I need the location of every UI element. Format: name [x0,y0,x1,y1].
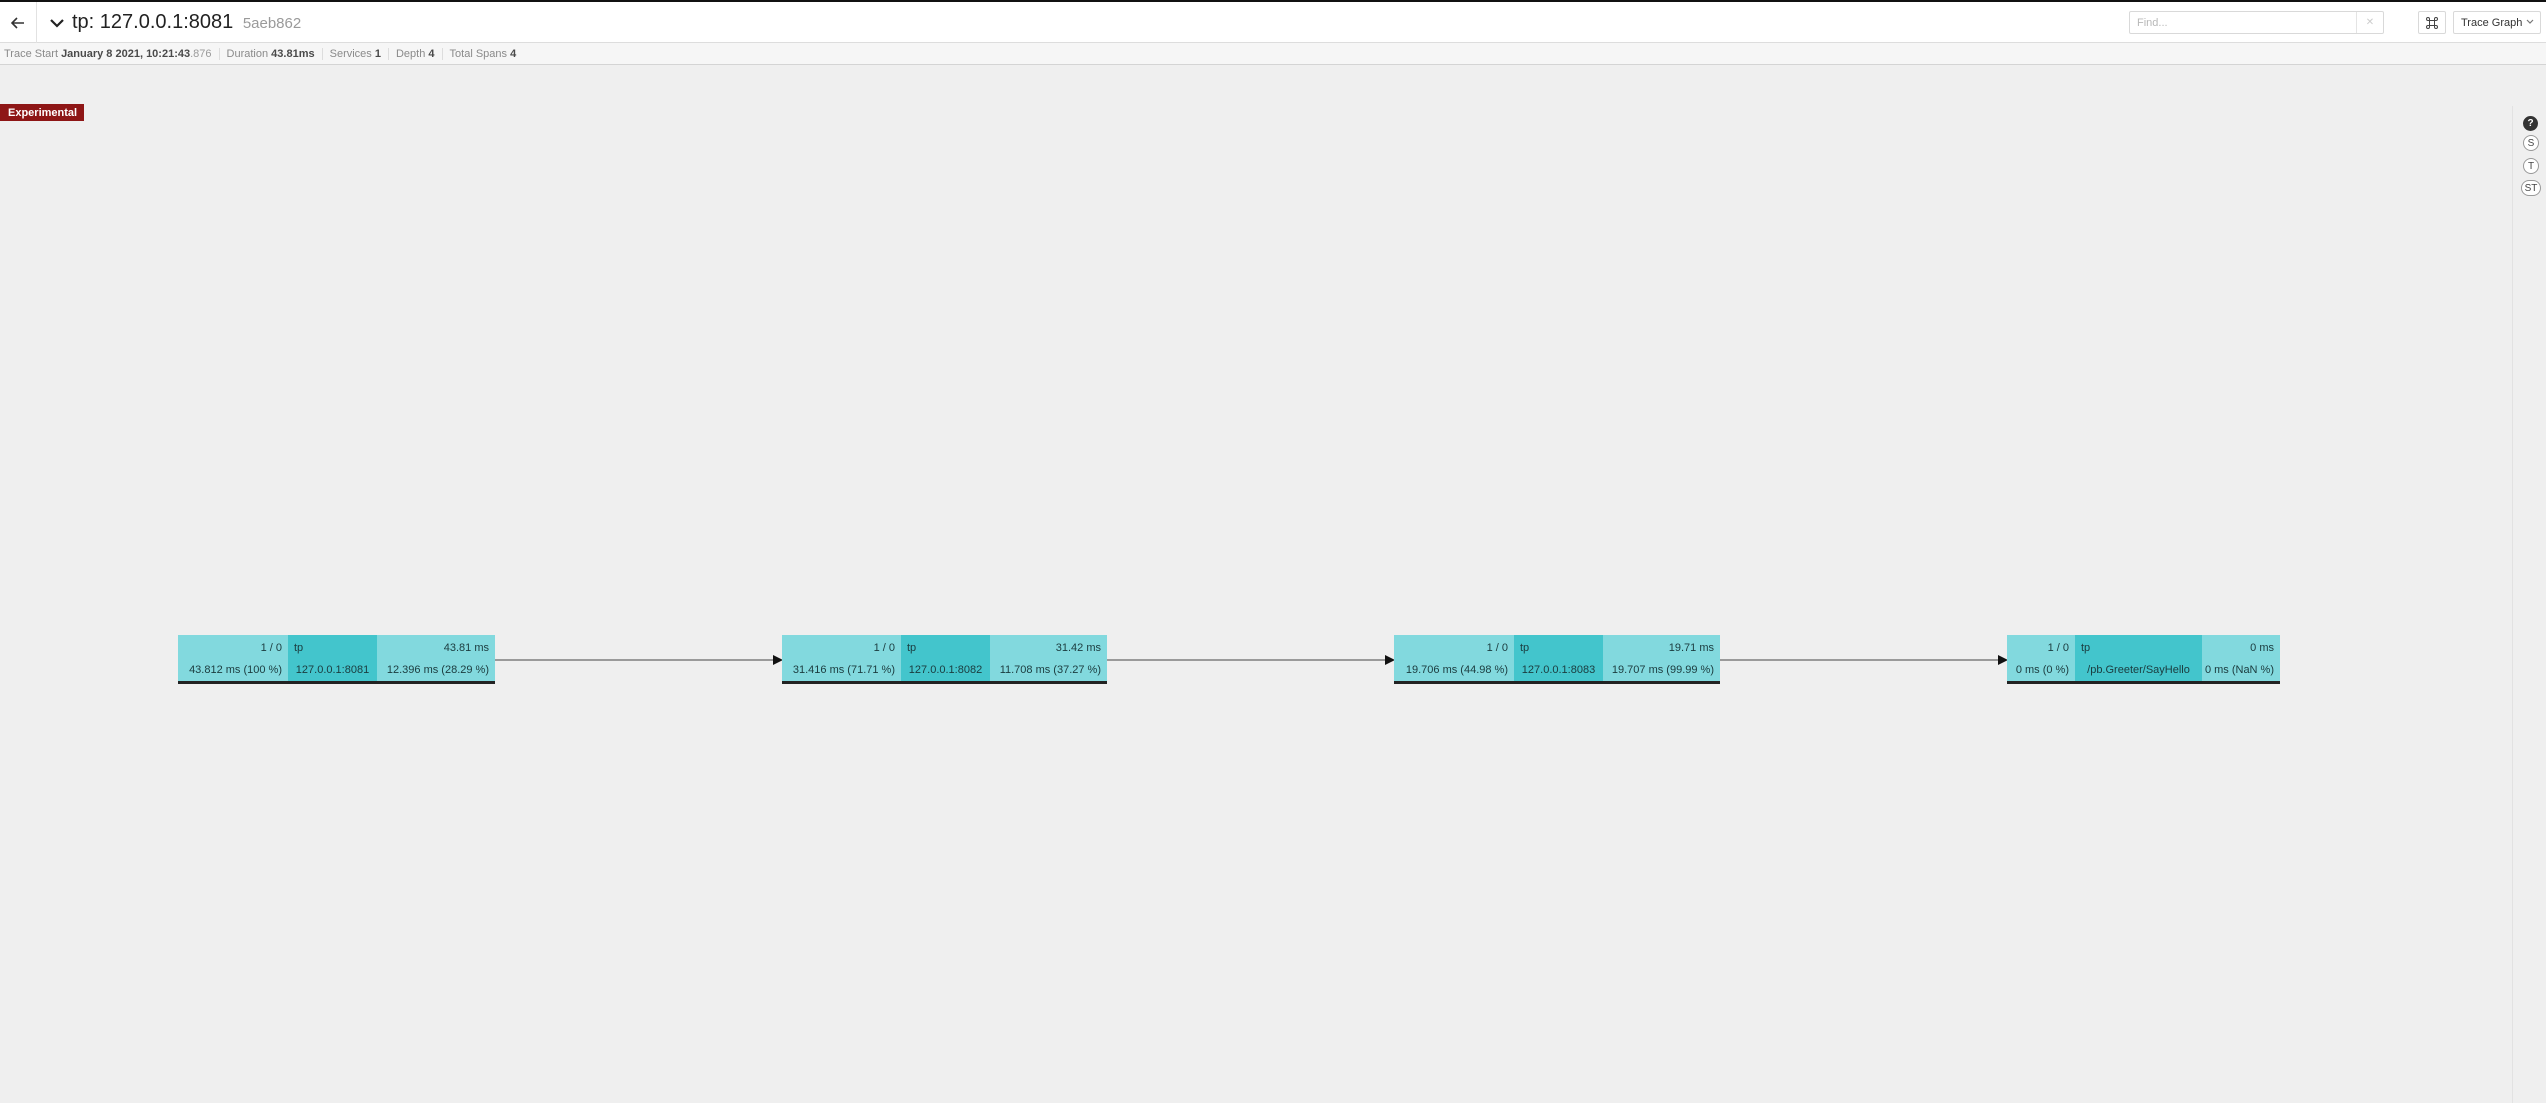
top-border [0,0,2546,2]
page-title: tp: 127.0.0.1:8081 5aeb862 [72,11,301,34]
total-spans-value: 4 [510,47,517,60]
node-child-time: 0 ms (NaN %) [2204,664,2274,676]
depth-value: 4 [428,47,435,60]
graph-controls: ? S T ST [2512,106,2546,1103]
mode-time-button[interactable]: T [2523,158,2539,174]
trace-summary: Trace Start January 8 2021, 10:21:43.876… [0,43,2546,65]
node-time-cell: 0 ms 0 ms (NaN %) [2202,635,2280,681]
node-service-cell: tp 127.0.0.1:8083 [1514,635,1603,681]
chevron-down-icon[interactable] [48,14,66,32]
mode-service-button[interactable]: S [2523,135,2539,151]
node-time-cell: 31.42 ms 11.708 ms (37.27 %) [990,635,1107,681]
graph-node[interactable]: 1 / 0 43.812 ms (100 %) tp 127.0.0.1:808… [178,635,495,684]
node-time-cell: 19.71 ms 19.707 ms (99.99 %) [1603,635,1720,681]
total-spans: Total Spans 4 [450,48,524,60]
total-spans-label: Total Spans [449,47,508,60]
graph-node[interactable]: 1 / 0 0 ms (0 %) tp /pb.Greeter/SayHello… [2007,635,2280,684]
services-label: Services [329,47,372,60]
node-service: tp [907,642,917,654]
depth: Depth 4 [395,47,443,60]
trace-id: 5aeb862 [242,15,302,32]
chevron-down-icon [2526,19,2534,24]
node-count: 1 / 0 [2047,642,2069,654]
node-service-cell: tp /pb.Greeter/SayHello [2075,635,2202,681]
help-icon[interactable]: ? [2523,116,2538,131]
node-stats-cell: 1 / 0 43.812 ms (100 %) [178,635,288,681]
find-box: ✕ [2129,11,2384,34]
node-total-time: 0 ms [2250,642,2274,654]
keyboard-shortcuts-button[interactable] [2418,11,2446,34]
node-self-time: 0 ms (0 %) [2015,664,2069,676]
duration: Duration 43.81ms [226,47,323,60]
node-total-time: 31.42 ms [1055,642,1101,654]
trace-start-label: Trace Start [4,47,58,60]
node-service-cell: tp 127.0.0.1:8082 [901,635,990,681]
node-total-time: 19.71 ms [1668,642,1714,654]
duration-value: 43.81ms [271,47,315,60]
node-service: tp [2081,642,2091,654]
depth-label: Depth [395,47,426,60]
back-button[interactable] [0,2,37,43]
node-operation: 127.0.0.1:8082 [908,664,983,676]
trace-start-value: January 8 2021, 10:21:43 [61,47,191,60]
node-child-time: 11.708 ms (37.27 %) [999,664,1101,676]
services: Services 1 [329,47,389,60]
node-stats-cell: 1 / 0 31.416 ms (71.71 %) [782,635,901,681]
mode-selftime-button[interactable]: ST [2521,180,2541,196]
node-total-time: 43.81 ms [443,642,489,654]
graph-node[interactable]: 1 / 0 31.416 ms (71.71 %) tp 127.0.0.1:8… [782,635,1107,684]
node-operation: 127.0.0.1:8083 [1521,664,1596,676]
node-service: tp [294,642,304,654]
trace-start: Trace Start January 8 2021, 10:21:43.876 [4,47,220,60]
find-input[interactable] [2130,12,2369,33]
trace-header: tp: 127.0.0.1:8081 5aeb862 ✕ Trace Graph [0,2,2546,43]
node-service-cell: tp 127.0.0.1:8081 [288,635,377,681]
duration-label: Duration [226,47,269,60]
node-self-time: 19.706 ms (44.98 %) [1405,664,1508,676]
graph-node[interactable]: 1 / 0 19.706 ms (44.98 %) tp 127.0.0.1:8… [1394,635,1720,684]
node-count: 1 / 0 [260,642,282,654]
node-child-time: 12.396 ms (28.29 %) [386,664,489,676]
node-count: 1 / 0 [873,642,895,654]
view-mode-label: Trace Graph [2461,16,2523,29]
arrow-left-icon [11,16,24,29]
node-count: 1 / 0 [1486,642,1508,654]
trace-name: tp: 127.0.0.1:8081 [72,11,234,33]
close-icon: ✕ [2365,17,2375,28]
command-key-icon [2426,16,2438,29]
trace-start-ms: .876 [190,47,212,60]
node-child-time: 19.707 ms (99.99 %) [1611,664,1714,676]
node-stats-cell: 1 / 0 19.706 ms (44.98 %) [1394,635,1514,681]
node-stats-cell: 1 / 0 0 ms (0 %) [2007,635,2075,681]
node-self-time: 31.416 ms (71.71 %) [792,664,895,676]
find-clear-button[interactable]: ✕ [2356,12,2383,33]
node-service: tp [1520,642,1530,654]
node-operation: /pb.Greeter/SayHello [2087,664,2190,676]
node-time-cell: 43.81 ms 12.396 ms (28.29 %) [377,635,495,681]
experimental-badge: Experimental [0,104,84,121]
services-value: 1 [374,47,381,60]
view-mode-select[interactable]: Trace Graph [2453,11,2541,34]
node-operation: 127.0.0.1:8081 [295,664,370,676]
node-self-time: 43.812 ms (100 %) [189,664,282,676]
